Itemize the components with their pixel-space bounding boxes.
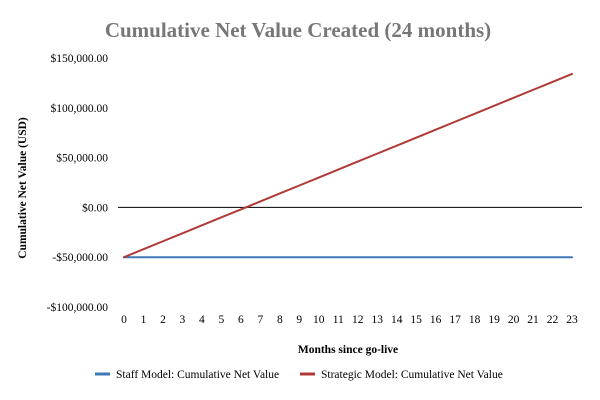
legend: Staff Model: Cumulative Net Value Strateg…: [95, 369, 503, 381]
x-tick-label: 13: [371, 314, 383, 326]
x-tick-label: 6: [238, 314, 244, 326]
y-axis-ticks: -$100,000.00 -$50,000.00 $0.00 $50,000.00 $1…: [47, 52, 109, 314]
x-tick-label: 9: [296, 314, 302, 326]
series-layer: [123, 72, 573, 259]
x-tick-label: 11: [333, 314, 344, 326]
y-tick-label: -$50,000.00: [52, 251, 108, 264]
x-axis-title: Months since go-live: [298, 344, 398, 356]
x-tick-label: 0: [121, 314, 127, 326]
legend-label: Strategic Model: Cumulative Net Value: [321, 369, 503, 381]
x-tick-label: 4: [199, 314, 205, 326]
x-tick-label: 22: [547, 314, 559, 326]
legend-label: Staff Model: Cumulative Net Value: [116, 369, 279, 381]
x-tick-label: 5: [219, 314, 225, 326]
x-tick-label: 14: [391, 314, 403, 326]
x-tick-label: 19: [488, 314, 500, 326]
y-tick-label: -$100,000.00: [47, 301, 109, 314]
x-tick-label: 3: [180, 314, 186, 326]
y-tick-label: $50,000.00: [56, 152, 108, 165]
x-tick-label: 2: [160, 314, 166, 326]
x-tick-label: 17: [449, 314, 461, 326]
y-tick-label: $100,000.00: [51, 102, 109, 115]
x-tick-label: 21: [527, 314, 539, 326]
series-line-strategic-model: [123, 72, 573, 259]
x-tick-label: 8: [277, 314, 283, 326]
y-tick-label: $0.00: [82, 201, 108, 214]
x-tick-label: 1: [141, 314, 147, 326]
x-tick-label: 15: [410, 314, 422, 326]
chart-title: Cumulative Net Value Created (24 months): [105, 18, 491, 42]
y-tick-label: $150,000.00: [51, 52, 109, 65]
x-tick-label: 10: [313, 314, 325, 326]
x-tick-label: 12: [352, 314, 364, 326]
x-tick-label: 16: [430, 314, 442, 326]
x-axis-ticks: 0 1 2 3 4 5 6 7 8 9 10 11 12 13 14 15 16 17 18 19 20 21 22 23: [121, 314, 578, 326]
x-tick-label: 23: [566, 314, 578, 326]
x-tick-label: 20: [508, 314, 520, 326]
x-tick-label: 18: [469, 314, 481, 326]
y-axis-title: Cumulative Net Value (USD): [17, 117, 29, 259]
x-tick-label: 7: [257, 314, 263, 326]
